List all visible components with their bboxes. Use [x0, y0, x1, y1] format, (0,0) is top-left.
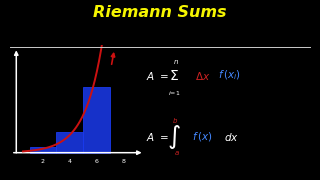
Text: $\Sigma$: $\Sigma$	[170, 69, 179, 83]
Text: $a$: $a$	[174, 149, 180, 157]
Bar	[56, 132, 83, 153]
Text: $A\ =\ $: $A\ =\ $	[146, 70, 168, 82]
Text: $\Delta x$: $\Delta x$	[195, 70, 211, 82]
Text: Riemann Sums: Riemann Sums	[93, 5, 227, 20]
Text: 2: 2	[41, 159, 45, 164]
Text: 6: 6	[94, 159, 98, 164]
Text: $n$: $n$	[173, 58, 179, 66]
Text: $dx$: $dx$	[224, 131, 239, 143]
Bar	[83, 87, 110, 153]
Text: $\int$: $\int$	[167, 123, 181, 151]
Text: 4: 4	[68, 159, 72, 164]
Text: $f\,(x)$: $f\,(x)$	[192, 130, 212, 143]
Text: $f\,(x_i)$: $f\,(x_i)$	[218, 69, 241, 82]
Bar	[30, 147, 56, 153]
Text: $A\ =\ $: $A\ =\ $	[146, 131, 168, 143]
Text: $b$: $b$	[172, 116, 179, 125]
Text: $i\!=\!1$: $i\!=\!1$	[168, 89, 181, 97]
Text: 8: 8	[121, 159, 125, 164]
